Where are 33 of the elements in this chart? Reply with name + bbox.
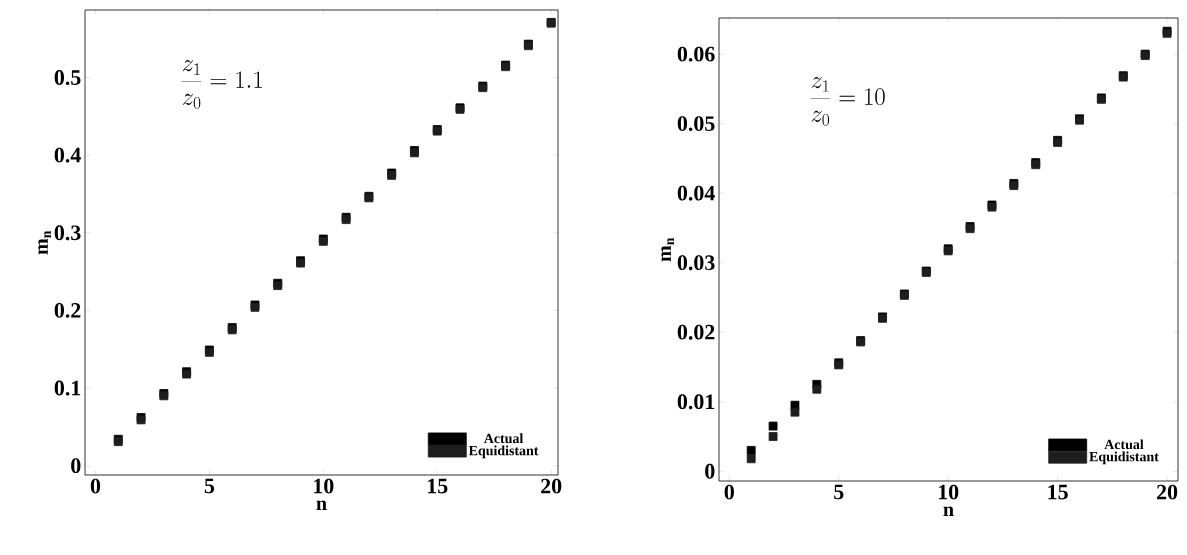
y-tick-label: 0.02 bbox=[677, 324, 715, 340]
x-axis-title: n bbox=[943, 506, 954, 516]
y-tick-label: 0.1 bbox=[54, 380, 81, 396]
x-tick-label: 10 bbox=[938, 484, 959, 500]
legend-label: Equidistant bbox=[1089, 451, 1159, 465]
annotation: $\frac{z_1}{z_0}=1.1$ bbox=[181, 60, 262, 109]
annotation: $\frac{z_1}{z_0}=10$ bbox=[810, 77, 885, 126]
y-axis-title: m$_{n}$ bbox=[661, 237, 674, 262]
x-tick-label: 5 bbox=[204, 478, 215, 494]
x-axis-title: n bbox=[316, 500, 327, 510]
x-tick-label: 15 bbox=[1048, 484, 1068, 500]
y-tick-label: 0 bbox=[71, 458, 81, 474]
legend-label: Actual bbox=[483, 433, 524, 444]
legend-label: Equidistant bbox=[468, 445, 539, 459]
x-tick-label: 0 bbox=[90, 478, 101, 494]
x-tick-label: 15 bbox=[428, 478, 448, 494]
y-tick-label: 0.03 bbox=[677, 255, 715, 271]
x-tick-label: 5 bbox=[834, 484, 844, 500]
y-tick-label: 0.06 bbox=[677, 46, 715, 62]
x-tick-label: 10 bbox=[314, 478, 334, 494]
y-tick-label: 0.2 bbox=[54, 302, 81, 318]
y-tick-label: 0.05 bbox=[677, 116, 715, 132]
x-tick-label: 20 bbox=[541, 478, 562, 494]
y-tick-label: 0.3 bbox=[54, 225, 81, 241]
y-tick-label: 0.5 bbox=[54, 70, 81, 85]
x-tick-label: 0 bbox=[724, 484, 734, 500]
y-axis-title: m$_{n}$ bbox=[38, 230, 51, 255]
legend-label: Actual bbox=[1104, 439, 1144, 450]
y-tick-label: 0.4 bbox=[54, 147, 81, 163]
y-tick-label: 0.01 bbox=[677, 394, 715, 410]
y-tick-label: 0.04 bbox=[677, 185, 715, 201]
y-tick-label: 0 bbox=[705, 463, 715, 479]
x-tick-label: 20 bbox=[1157, 484, 1178, 500]
